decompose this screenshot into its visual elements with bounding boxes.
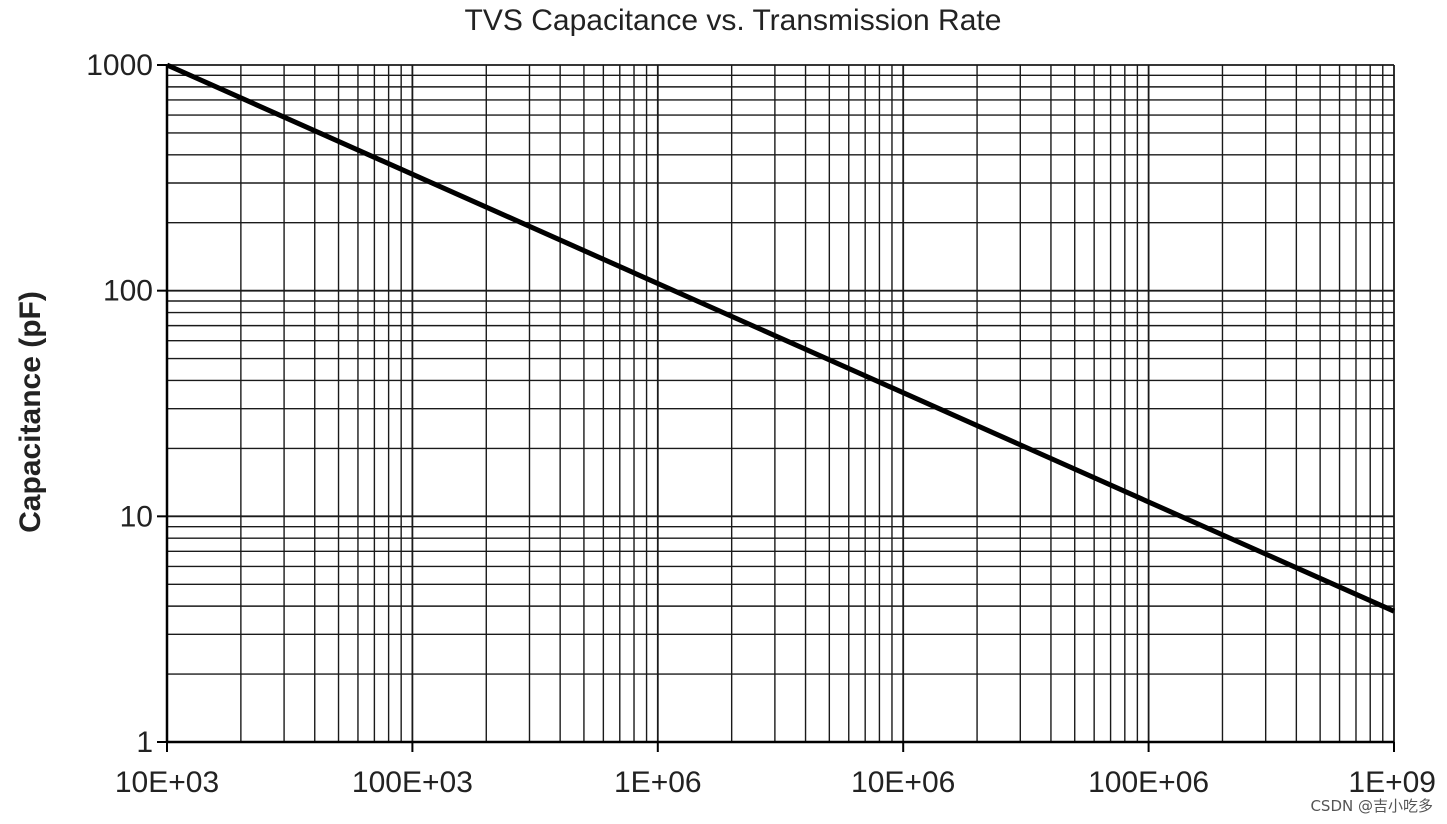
y-tick-label: 1000 xyxy=(86,49,153,82)
x-tick-label: 1E+09 xyxy=(1348,766,1436,799)
x-tick-label: 100E+03 xyxy=(352,766,473,799)
x-tick-label: 10E+03 xyxy=(115,766,219,799)
axes xyxy=(157,64,1395,752)
watermark: CSDN @吉小吃多 xyxy=(1310,797,1433,815)
chart-title: TVS Capacitance vs. Transmission Rate xyxy=(465,4,1002,37)
y-tick-label: 100 xyxy=(103,275,153,308)
x-tick-label: 1E+06 xyxy=(614,766,702,799)
series-line xyxy=(165,62,1396,614)
grid xyxy=(166,64,1395,743)
y-tick-label: 10 xyxy=(120,500,153,533)
y-tick-label: 1 xyxy=(136,726,153,759)
series-group xyxy=(165,62,1396,614)
x-tick-label: 10E+06 xyxy=(851,766,955,799)
x-tick-label: 100E+06 xyxy=(1088,766,1209,799)
y-axis-label: Capacitance (pF) xyxy=(14,291,47,533)
tick-labels: 1 10 100 1000 10E+03 100E+03 1E+06 10E+06 100E+0… xyxy=(86,49,1436,799)
